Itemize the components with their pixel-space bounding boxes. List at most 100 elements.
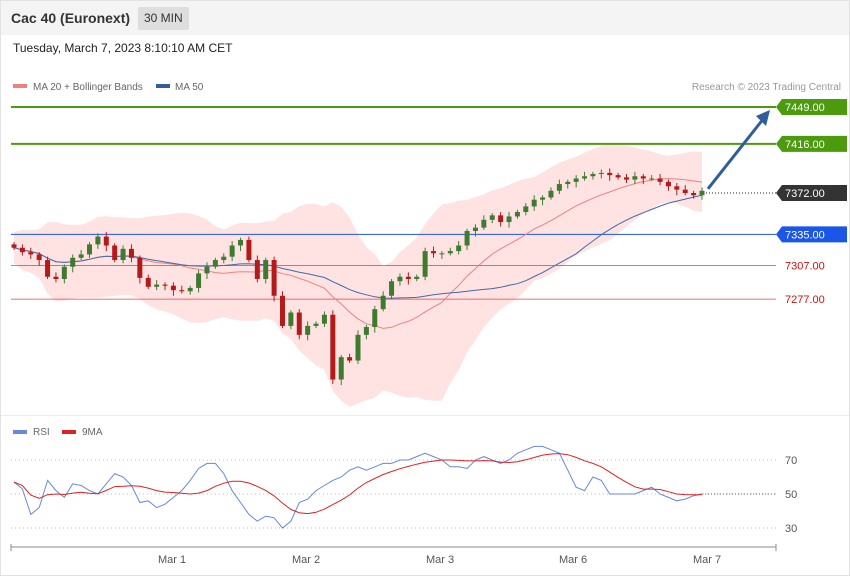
forecast-arrow-head — [756, 110, 770, 126]
x-tick-label: Mar 6 — [559, 554, 587, 566]
candle — [254, 260, 260, 279]
candle — [431, 251, 437, 254]
rsi-tick-label: 50 — [785, 489, 797, 501]
candle — [372, 309, 378, 328]
legend: MA 20 + Bollinger Bands MA 50 Research ©… — [13, 82, 841, 93]
candle — [590, 174, 596, 177]
candle — [674, 186, 680, 190]
candle — [338, 357, 344, 380]
candle — [179, 290, 185, 292]
candle — [422, 251, 428, 277]
x-tick-label: Mar 7 — [693, 554, 721, 566]
candle — [103, 236, 109, 246]
candle — [296, 312, 302, 335]
candle — [305, 325, 311, 335]
level-tag — [776, 99, 847, 115]
candle — [95, 236, 101, 245]
level-label: 7277.00 — [785, 294, 825, 306]
ma50-line — [13, 194, 703, 299]
candle — [439, 253, 445, 255]
candle — [464, 230, 470, 246]
candle — [154, 284, 160, 287]
candle — [481, 219, 487, 228]
candle — [640, 176, 646, 179]
rsi-line — [13, 445, 703, 529]
level-label: 7372.00 — [785, 188, 825, 200]
candle — [162, 284, 168, 286]
candle — [607, 172, 613, 176]
candle — [45, 260, 51, 277]
rsi-legend: RSI 9MA — [13, 427, 103, 438]
candle — [347, 357, 353, 361]
candle — [212, 260, 218, 267]
panel-separator — [1, 415, 849, 416]
x-tick-label: Mar 3 — [426, 554, 454, 566]
candle — [271, 260, 277, 296]
candle — [363, 327, 369, 335]
candle — [238, 239, 244, 246]
candle — [665, 181, 671, 187]
x-axis: Mar 1 Mar 2 Mar 3 Mar 6 Mar 7 — [10, 544, 777, 566]
candle — [321, 314, 327, 324]
candle — [170, 285, 176, 291]
candle — [78, 254, 84, 258]
candle — [649, 178, 655, 180]
candle — [355, 334, 361, 361]
candle — [582, 176, 588, 179]
candle — [514, 211, 520, 217]
candle — [28, 252, 34, 255]
candle — [397, 276, 403, 282]
candle — [330, 314, 336, 380]
copyright: Research © 2023 Trading Central — [692, 82, 841, 93]
legend-9ma-swatch — [62, 430, 76, 434]
instrument-title: Cac 40 (Euronext) — [11, 10, 131, 26]
candle — [556, 184, 562, 191]
level-label: 7449.00 — [785, 102, 825, 114]
candle — [19, 247, 25, 253]
x-tick-label: Mar 1 — [158, 554, 186, 566]
candle — [498, 215, 504, 223]
candle — [229, 245, 235, 257]
candle — [447, 251, 453, 254]
legend-ma50: MA 50 — [175, 82, 204, 93]
candle — [288, 312, 294, 326]
level-label: 7335.00 — [785, 229, 825, 241]
candle — [128, 248, 134, 258]
candle — [540, 197, 546, 200]
level-label: 7416.00 — [785, 139, 825, 151]
forecast-arrow-shaft — [706, 117, 766, 190]
candle — [565, 181, 571, 185]
price-levels — [11, 106, 776, 300]
candle — [456, 245, 462, 252]
x-tick-label: Mar 2 — [292, 554, 320, 566]
candle — [313, 323, 319, 326]
candle — [691, 193, 697, 196]
rsi-tick-label: 70 — [785, 455, 797, 467]
legend-rsi: RSI — [33, 427, 50, 438]
candle — [657, 178, 663, 182]
candle — [263, 260, 269, 279]
candle — [187, 287, 193, 292]
candle — [472, 227, 478, 231]
candle — [623, 177, 629, 180]
interval-button[interactable]: 30 MIN — [138, 7, 189, 30]
candle — [506, 216, 512, 223]
candle — [389, 281, 395, 296]
candle — [699, 190, 705, 196]
candle — [53, 276, 59, 279]
candle — [632, 176, 638, 180]
candle — [11, 244, 17, 248]
timestamp: Tuesday, March 7, 2023 8:10:10 AM CET — [13, 41, 233, 55]
candle — [137, 257, 143, 278]
candle — [279, 295, 285, 326]
candle — [598, 172, 604, 175]
candle — [548, 190, 554, 198]
moving-averages — [13, 178, 703, 329]
candle — [523, 206, 529, 212]
candles — [11, 168, 705, 386]
candle — [682, 189, 688, 193]
candle — [120, 248, 126, 261]
bollinger-fill — [14, 143, 702, 407]
legend-rsi-swatch — [13, 430, 27, 434]
